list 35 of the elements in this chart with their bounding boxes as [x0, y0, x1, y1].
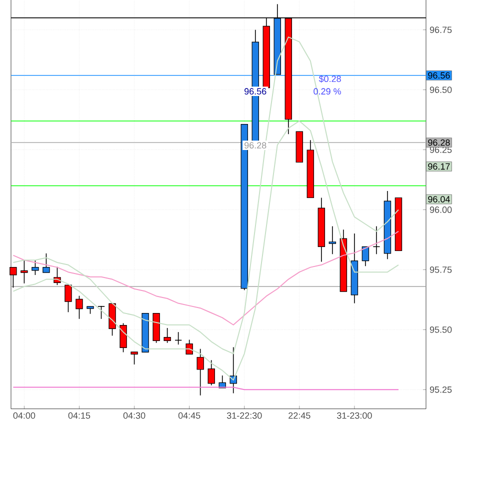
candlestick — [64, 284, 72, 313]
ref-line-label: 96.28 — [428, 139, 450, 146]
y-tick-label: 96.00 — [430, 206, 452, 213]
candlestick — [42, 252, 50, 273]
x-tick-label: 04:15 — [68, 412, 90, 419]
annotation: 96.28 — [244, 142, 266, 149]
candlestick — [186, 339, 193, 355]
x-tick-label: 31-23:00 — [337, 412, 372, 419]
annotation: 96.56 — [244, 88, 266, 95]
candlestick — [130, 352, 138, 365]
candlestick — [120, 322, 127, 353]
x-tick-label: 04:00 — [13, 412, 36, 419]
y-tick-label: 95.25 — [430, 386, 452, 393]
candlestick — [98, 306, 105, 320]
annotation: 0.29 % — [314, 88, 341, 95]
candlestick — [76, 295, 83, 320]
text: 96.17 — [428, 163, 450, 170]
candlestick — [328, 226, 336, 255]
line-series — [12, 230, 399, 326]
text: 96.04 — [428, 196, 450, 202]
ref-line-label: 96.56 — [428, 72, 450, 79]
x-tick-label: 22:45 — [288, 412, 310, 419]
candlestick — [208, 360, 215, 386]
candlestick — [196, 348, 204, 396]
y-tick-label: 96.50 — [430, 86, 452, 93]
candlestick — [20, 260, 28, 284]
y-tick-label: 95.50 — [430, 326, 452, 333]
x-tick-label: 04:30 — [123, 412, 146, 419]
candlestick — [32, 260, 39, 276]
x-tick-label: 04:45 — [178, 412, 200, 419]
annotation: $0.28 — [318, 75, 341, 83]
y-tick-label: 95.75 — [430, 266, 452, 273]
y-tick-label: 96.75 — [430, 26, 452, 34]
x-tick-label: 31-22:30 — [226, 412, 262, 419]
candlestick — [164, 328, 171, 344]
